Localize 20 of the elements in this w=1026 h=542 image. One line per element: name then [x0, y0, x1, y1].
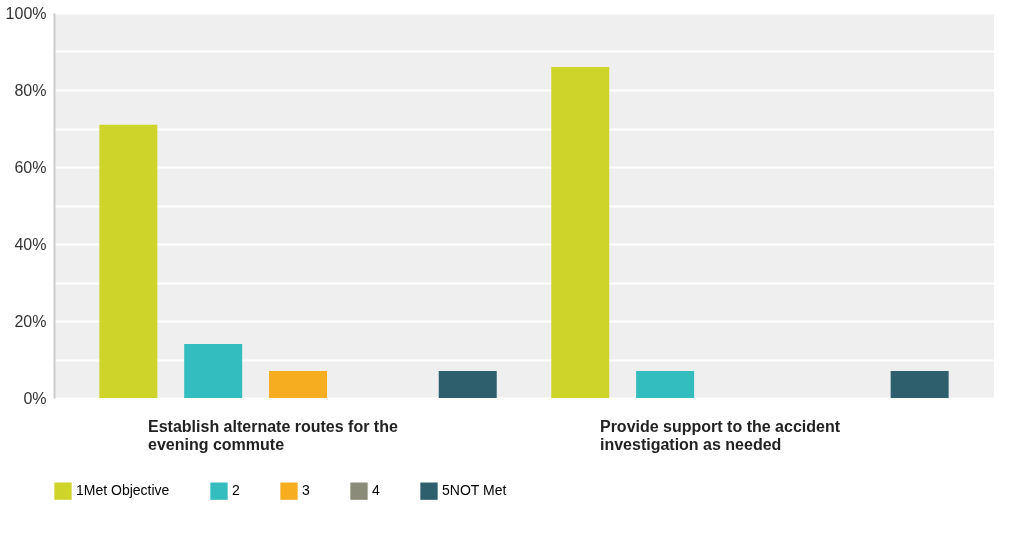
bar [99, 124, 158, 398]
bar [890, 371, 949, 398]
y-tick-label: 0% [23, 389, 47, 407]
y-tick-label: 80% [14, 81, 47, 99]
y-tick-label: 100% [5, 4, 47, 22]
bar [184, 344, 243, 398]
legend-label: 3 [302, 482, 310, 499]
bar [636, 371, 695, 398]
bar [438, 371, 497, 398]
bar [551, 66, 610, 398]
y-tick-label: 20% [14, 312, 47, 330]
legend-label: 5NOT Met [442, 482, 507, 499]
y-tick-label: 60% [14, 158, 47, 176]
bar [269, 371, 328, 398]
legend-label: 2 [232, 482, 240, 499]
x-tick-label: Provide support to the accident investigation as needed [599, 417, 841, 453]
legend-label: 4 [372, 482, 380, 499]
x-tick-label: Establish alternate routes for the evening commute [148, 417, 398, 453]
y-tick-label: 40% [14, 235, 47, 253]
legend-label: 1Met Objective [76, 482, 170, 499]
